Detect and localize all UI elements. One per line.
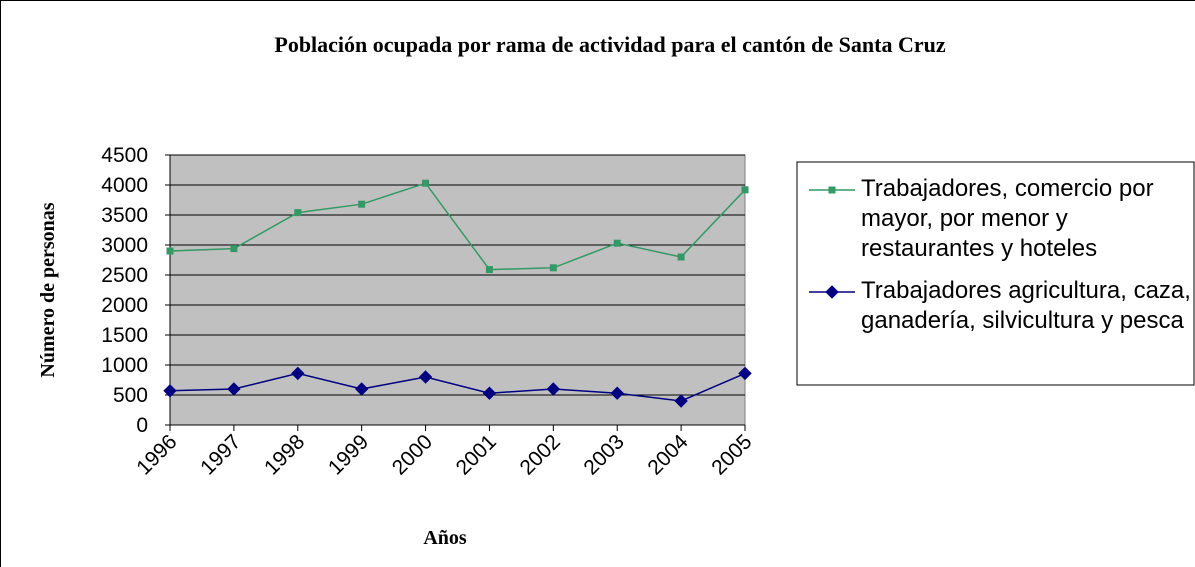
y-tick-label: 500 bbox=[113, 384, 148, 407]
legend-swatch bbox=[809, 285, 855, 299]
point bbox=[230, 245, 238, 253]
y-tick-label: 3000 bbox=[101, 234, 148, 257]
point bbox=[482, 386, 497, 400]
legend: Trabajadores, comercio por mayor, por me… bbox=[797, 162, 1194, 336]
point bbox=[741, 186, 749, 194]
y-tick-label: 0 bbox=[136, 414, 148, 437]
legend-label: Trabajadores agricultura, caza, ganaderí… bbox=[861, 277, 1191, 334]
point bbox=[610, 386, 624, 400]
point bbox=[418, 370, 433, 384]
plot-area bbox=[169, 154, 746, 426]
legend-label: Trabajadores, comercio por mayor, por me… bbox=[861, 175, 1154, 262]
legend-item: Trabajadores agricultura, caza, ganaderí… bbox=[797, 276, 1194, 336]
chart-title: Población ocupada por rama de actividad … bbox=[274, 32, 945, 57]
point bbox=[354, 382, 369, 396]
point bbox=[291, 366, 305, 381]
y-tick-label: 1000 bbox=[101, 354, 148, 377]
y-tick-label: 3500 bbox=[101, 204, 148, 227]
legend-items: Trabajadores, comercio por mayor, por me… bbox=[797, 162, 1194, 336]
series-line bbox=[169, 182, 746, 271]
point bbox=[674, 394, 688, 408]
y-tick-label: 2500 bbox=[101, 264, 148, 287]
point bbox=[549, 264, 557, 272]
legend-box bbox=[796, 161, 1195, 386]
y-tick-label: 2000 bbox=[101, 294, 148, 317]
point bbox=[828, 186, 836, 194]
series-line bbox=[169, 372, 746, 402]
point bbox=[227, 382, 241, 396]
point bbox=[738, 366, 752, 381]
y-tick-label: 4500 bbox=[101, 144, 148, 167]
point bbox=[358, 200, 366, 208]
y-tick-label: 4000 bbox=[101, 174, 148, 197]
legend-swatch bbox=[809, 186, 855, 194]
point bbox=[163, 384, 177, 398]
y-tick-label: 1500 bbox=[101, 324, 148, 347]
legend-item: Trabajadores, comercio por mayor, por me… bbox=[797, 174, 1194, 264]
point bbox=[825, 285, 839, 299]
y-axis-label: Número de personas bbox=[37, 202, 59, 377]
x-axis-label: Años bbox=[423, 527, 467, 549]
point bbox=[294, 209, 302, 217]
point bbox=[546, 382, 561, 396]
point bbox=[677, 253, 685, 261]
point bbox=[613, 239, 621, 247]
point bbox=[485, 266, 493, 274]
point bbox=[166, 247, 174, 255]
point bbox=[422, 179, 430, 187]
